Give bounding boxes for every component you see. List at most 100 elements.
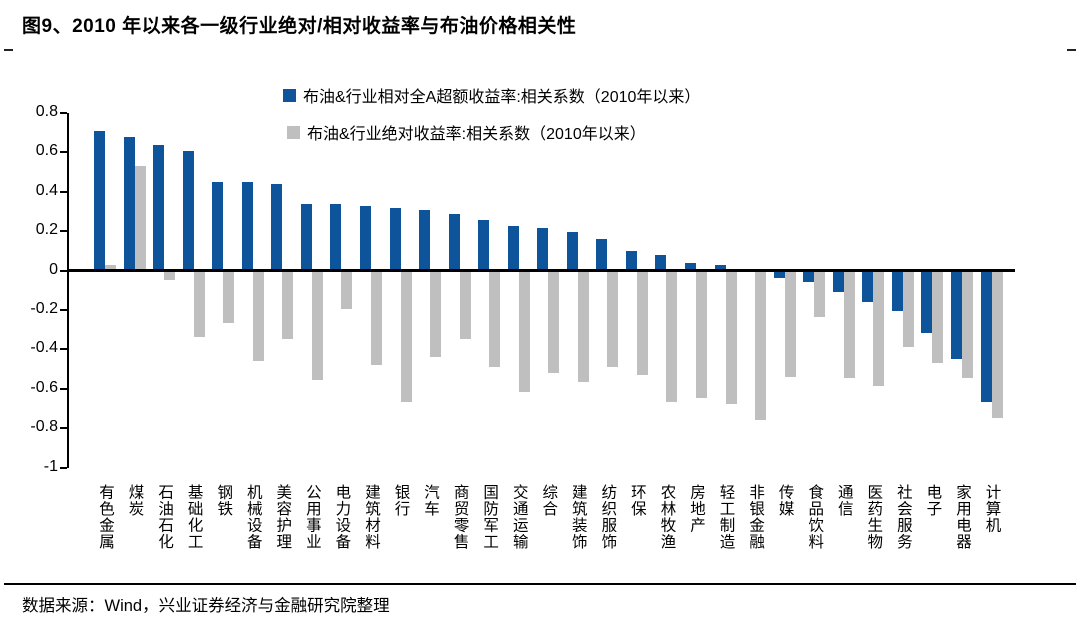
right-border-dash — [1067, 49, 1076, 51]
x-axis-label-有色金属: 有色金属 — [97, 484, 114, 550]
bar-relative-美容护理 — [271, 184, 283, 269]
y-axis-tick — [60, 308, 67, 311]
legend-label-absolute: 布油&行业绝对收益率:相关系数（2010年以来） — [307, 126, 646, 143]
bar-relative-通信 — [832, 272, 844, 292]
x-axis-label-计算机: 计算机 — [983, 484, 1001, 534]
bar-absolute-商贸零售 — [459, 272, 471, 340]
bar-absolute-电子 — [932, 272, 944, 363]
y-axis-tick — [60, 466, 67, 469]
bar-absolute-建筑装饰 — [577, 272, 589, 383]
x-axis-label-房地产: 房地产 — [688, 484, 705, 534]
bar-absolute-计算机 — [991, 272, 1003, 418]
bar-relative-环保 — [625, 251, 637, 269]
x-axis-label-石油石化: 石油石化 — [156, 484, 174, 550]
bar-relative-煤炭 — [123, 136, 135, 269]
bar-relative-交通运输 — [507, 225, 519, 269]
bar-absolute-煤炭 — [134, 166, 146, 269]
bar-absolute-综合 — [548, 272, 560, 373]
y-axis-tick-label: 0.2 — [35, 221, 58, 239]
data-source-note: 数据来源：Wind，兴业证券经济与金融研究院整理 — [22, 597, 390, 615]
x-axis-label-交通运输: 交通运输 — [510, 484, 528, 550]
x-axis-label-煤炭: 煤炭 — [126, 484, 144, 517]
bar-relative-计算机 — [980, 272, 992, 403]
x-axis-label-建筑材料: 建筑材料 — [362, 484, 380, 550]
bar-absolute-交通运输 — [518, 272, 530, 393]
bar-relative-国防军工 — [478, 219, 490, 269]
y-axis-tick-label: -1 — [43, 457, 58, 475]
bar-absolute-电力设备 — [341, 272, 353, 310]
bar-absolute-家用电器 — [961, 272, 973, 379]
x-axis-label-环保: 环保 — [628, 484, 646, 517]
bar-relative-公用事业 — [300, 203, 312, 269]
y-axis-tick-label: 0.8 — [35, 102, 58, 120]
x-axis-label-家用电器: 家用电器 — [953, 484, 971, 550]
figure-title: 图9、2010 年以来各一级行业绝对/相对收益率与布油价格相关性 — [22, 16, 577, 37]
y-axis-tick — [60, 427, 67, 430]
x-axis-label-轻工制造: 轻工制造 — [717, 484, 735, 550]
y-axis-line — [67, 112, 69, 468]
bar-absolute-食品饮料 — [814, 272, 826, 318]
y-axis-tick-label: -0.4 — [30, 339, 58, 357]
bar-absolute-医药生物 — [873, 272, 885, 387]
bar-absolute-有色金属 — [105, 265, 116, 269]
bar-relative-传媒 — [773, 272, 785, 278]
y-axis-tick — [60, 269, 67, 272]
bar-absolute-美容护理 — [282, 272, 294, 340]
legend-item-absolute-return: 布油&行业绝对收益率:相关系数（2010年以来） — [287, 120, 646, 144]
legend-label-relative: 布油&行业相对全A超额收益率:相关系数（2010年以来） — [303, 89, 701, 106]
bar-absolute-房地产 — [696, 272, 707, 399]
x-axis-label-医药生物: 医药生物 — [865, 484, 883, 550]
bar-absolute-石油石化 — [164, 272, 176, 280]
bar-relative-基础化工 — [182, 150, 194, 269]
bar-relative-石油石化 — [153, 144, 165, 269]
x-axis-label-电子: 电子 — [924, 484, 942, 517]
x-axis-label-汽车: 汽车 — [422, 484, 440, 517]
bar-absolute-建筑材料 — [370, 272, 382, 365]
y-axis-tick — [60, 348, 67, 351]
y-axis-tick — [60, 190, 67, 193]
bar-relative-房地产 — [685, 263, 696, 269]
x-axis-label-非银金融: 非银金融 — [747, 484, 765, 550]
y-axis-tick — [60, 111, 67, 114]
bar-absolute-通信 — [843, 272, 855, 379]
y-axis-tick-label: -0.6 — [30, 378, 58, 396]
bar-relative-纺织服饰 — [596, 239, 608, 269]
bar-absolute-非银金融 — [755, 272, 767, 420]
x-axis-label-通信: 通信 — [835, 484, 853, 517]
x-axis-label-机械设备: 机械设备 — [244, 484, 262, 550]
x-axis-label-纺织服饰: 纺织服饰 — [599, 484, 617, 550]
y-axis-tick-label: -0.8 — [30, 418, 58, 436]
x-axis-label-综合: 综合 — [540, 484, 558, 517]
x-axis-label-电力设备: 电力设备 — [333, 484, 351, 550]
y-axis-tick-label: -0.2 — [30, 299, 58, 317]
x-axis-label-社会服务: 社会服务 — [894, 484, 912, 550]
x-axis-label-公用事业: 公用事业 — [303, 484, 321, 550]
x-axis-label-建筑装饰: 建筑装饰 — [569, 484, 587, 550]
bar-absolute-轻工制造 — [725, 272, 737, 405]
bar-absolute-社会服务 — [902, 272, 914, 347]
bar-relative-电力设备 — [330, 203, 342, 269]
bar-relative-建筑材料 — [359, 205, 371, 269]
bar-relative-银行 — [389, 207, 401, 269]
bar-absolute-汽车 — [430, 272, 442, 357]
bar-relative-商贸零售 — [448, 213, 460, 269]
bar-relative-建筑装饰 — [566, 231, 578, 269]
x-axis-label-农林牧渔: 农林牧渔 — [658, 484, 676, 550]
bar-absolute-国防军工 — [489, 272, 501, 367]
y-axis-tick — [60, 151, 67, 154]
bar-absolute-传媒 — [784, 272, 796, 377]
x-axis-label-基础化工: 基础化工 — [185, 484, 203, 550]
bar-absolute-基础化工 — [193, 272, 205, 338]
bar-relative-食品饮料 — [803, 272, 815, 282]
bar-relative-汽车 — [419, 209, 431, 269]
bar-relative-机械设备 — [241, 182, 253, 269]
y-axis-tick — [60, 387, 67, 390]
bar-absolute-农林牧渔 — [666, 272, 678, 403]
x-axis-label-国防军工: 国防军工 — [481, 484, 499, 550]
y-axis-tick-label: 0.6 — [35, 142, 58, 160]
bar-absolute-纺织服饰 — [607, 272, 619, 367]
bar-relative-电子 — [921, 272, 933, 334]
legend-swatch-absolute-icon — [287, 125, 300, 139]
